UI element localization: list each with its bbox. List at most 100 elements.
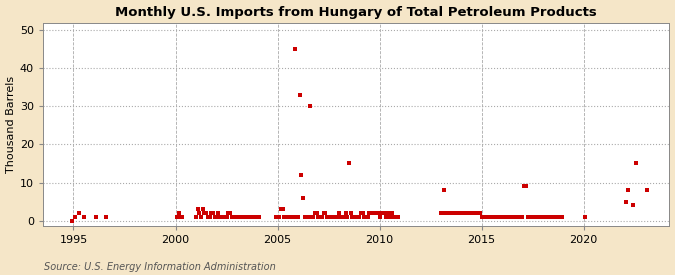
Point	[228, 214, 239, 219]
Point	[331, 214, 342, 219]
Point	[289, 47, 300, 51]
Point	[520, 184, 531, 189]
Point	[315, 214, 325, 219]
Point	[311, 211, 322, 215]
Point	[206, 211, 217, 215]
Point	[466, 211, 477, 215]
Point	[371, 211, 381, 215]
Point	[498, 214, 509, 219]
Point	[344, 161, 354, 166]
Point	[526, 214, 537, 219]
Point	[296, 173, 307, 177]
Point	[294, 93, 305, 97]
Point	[323, 214, 334, 219]
Point	[381, 214, 392, 219]
Point	[547, 214, 558, 219]
Point	[389, 214, 400, 219]
Point	[462, 211, 473, 215]
Point	[388, 214, 399, 219]
Point	[320, 211, 331, 215]
Point	[490, 214, 501, 219]
Point	[464, 211, 475, 215]
Point	[254, 214, 265, 219]
Point	[325, 214, 335, 219]
Point	[275, 207, 286, 211]
Point	[176, 214, 186, 219]
Point	[451, 211, 462, 215]
Point	[500, 214, 511, 219]
Point	[527, 214, 538, 219]
Point	[631, 161, 642, 166]
Point	[202, 214, 213, 219]
Point	[313, 214, 324, 219]
Point	[310, 211, 321, 215]
Point	[444, 211, 455, 215]
Text: Source: U.S. Energy Information Administration: Source: U.S. Energy Information Administ…	[44, 262, 275, 272]
Point	[452, 211, 463, 215]
Point	[199, 211, 210, 215]
Point	[317, 214, 327, 219]
Point	[279, 214, 290, 219]
Point	[248, 214, 259, 219]
Point	[277, 207, 288, 211]
Point	[369, 211, 380, 215]
Point	[284, 214, 295, 219]
Title: Monthly U.S. Imports from Hungary of Total Petroleum Products: Monthly U.S. Imports from Hungary of Tot…	[115, 6, 597, 18]
Point	[470, 211, 481, 215]
Point	[480, 214, 491, 219]
Point	[505, 214, 516, 219]
Point	[272, 214, 283, 219]
Point	[300, 214, 310, 219]
Point	[543, 214, 554, 219]
Point	[473, 211, 484, 215]
Point	[328, 214, 339, 219]
Point	[282, 214, 293, 219]
Point	[190, 214, 201, 219]
Point	[385, 214, 396, 219]
Point	[243, 214, 254, 219]
Point	[236, 214, 247, 219]
Point	[337, 214, 348, 219]
Point	[491, 214, 502, 219]
Point	[318, 211, 329, 215]
Point	[531, 214, 541, 219]
Point	[504, 214, 514, 219]
Point	[226, 214, 237, 219]
Point	[622, 188, 633, 192]
Point	[101, 214, 111, 219]
Point	[340, 211, 351, 215]
Point	[497, 214, 508, 219]
Point	[551, 214, 562, 219]
Point	[516, 214, 526, 219]
Point	[554, 214, 565, 219]
Point	[342, 214, 353, 219]
Point	[448, 211, 458, 215]
Point	[303, 214, 314, 219]
Point	[200, 211, 211, 215]
Point	[354, 214, 364, 219]
Point	[90, 214, 101, 219]
Point	[235, 214, 246, 219]
Point	[449, 211, 460, 215]
Point	[209, 214, 220, 219]
Point	[392, 214, 402, 219]
Point	[393, 214, 404, 219]
Point	[298, 196, 308, 200]
Point	[366, 211, 377, 215]
Point	[242, 214, 252, 219]
Point	[487, 214, 497, 219]
Point	[173, 211, 184, 215]
Point	[211, 214, 222, 219]
Point	[439, 188, 450, 192]
Point	[471, 211, 482, 215]
Point	[221, 214, 232, 219]
Point	[379, 211, 390, 215]
Point	[233, 214, 244, 219]
Point	[641, 188, 652, 192]
Point	[306, 214, 317, 219]
Point	[246, 214, 257, 219]
Point	[468, 211, 479, 215]
Point	[529, 214, 540, 219]
Point	[197, 207, 208, 211]
Point	[524, 214, 535, 219]
